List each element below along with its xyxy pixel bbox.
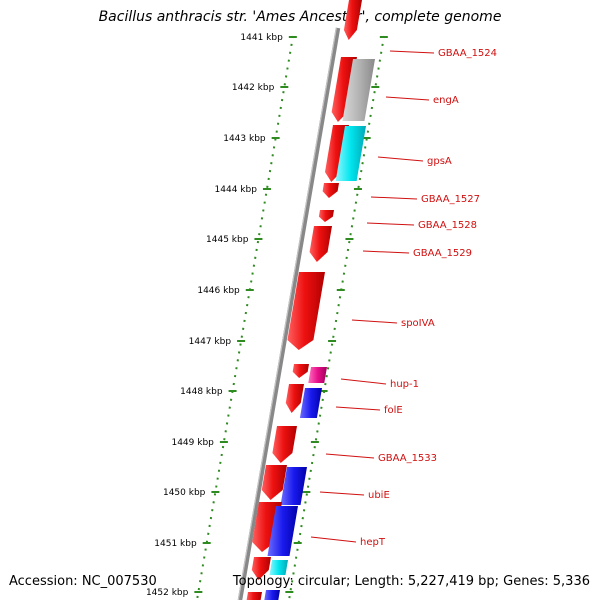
map-title: Bacillus anthracis str. 'Ames Ancestor',… <box>98 9 502 25</box>
ruler-kbp-label: 1449 kbp <box>171 438 214 448</box>
gene-label-leader <box>351 319 398 324</box>
gene-label-leader <box>310 536 357 543</box>
gene-feature <box>308 367 327 383</box>
gene-label: GBAA_1527 <box>421 194 480 205</box>
gene-feature <box>322 183 339 198</box>
gene-feature <box>292 364 309 378</box>
ruler-kbp-label: 1451 kbp <box>154 539 197 549</box>
gene-feature <box>246 592 262 600</box>
gene-label: GBAA_1533 <box>378 453 437 464</box>
gene-label-leader <box>325 453 375 459</box>
gene-feature <box>269 560 288 575</box>
gene-label: gpsA <box>427 156 452 167</box>
gene-feature <box>342 59 375 121</box>
gene-label-leader <box>319 491 365 496</box>
genome-backbone <box>237 27 341 600</box>
gene-feature <box>299 388 322 418</box>
gene-feature <box>335 126 366 181</box>
gene-feature <box>318 210 334 222</box>
accession-text: Accession: NC_007530 <box>9 574 157 589</box>
gene-label: spoIVA <box>401 318 435 329</box>
gene-label: engA <box>433 95 459 106</box>
gene-label-leader <box>362 250 410 254</box>
ruler-kbp-label: 1443 kbp <box>223 134 266 144</box>
ruler-kbp-label: 1452 kbp <box>146 588 189 598</box>
gene-label-leader <box>377 156 424 162</box>
ruler-kbp-label: 1445 kbp <box>206 235 249 245</box>
ruler-kbp-label: 1442 kbp <box>232 83 275 93</box>
gene-label-leader <box>340 378 387 385</box>
ruler-kbp-label: 1450 kbp <box>163 488 206 498</box>
gene-feature <box>251 557 271 580</box>
gene-label: hepT <box>360 537 386 548</box>
gene-feature <box>261 465 287 500</box>
ruler-kbp-label: 1447 kbp <box>189 337 232 347</box>
gene-feature <box>272 426 297 463</box>
genome-backbone-highlight <box>237 27 337 600</box>
gene-label: folE <box>384 405 403 416</box>
gene-feature <box>280 467 307 505</box>
topology-text: Topology: circular; Length: 5,227,419 bp… <box>232 574 590 589</box>
gene-feature <box>343 0 362 40</box>
gene-label: hup-1 <box>390 379 419 390</box>
ruler-kbp-label: 1441 kbp <box>240 33 283 43</box>
gene-label: GBAA_1528 <box>418 220 477 231</box>
gene-feature <box>285 384 304 413</box>
gene-label: GBAA_1529 <box>413 248 472 259</box>
gene-feature <box>267 506 298 556</box>
gene-label: GBAA_1524 <box>438 48 497 59</box>
gene-label-leader <box>366 222 415 226</box>
gene-feature <box>264 590 280 600</box>
gene-feature <box>287 272 325 350</box>
gene-label: ubiE <box>368 490 390 501</box>
gene-label-leader <box>335 406 381 411</box>
gene-label-leader <box>389 50 435 54</box>
ruler-kbp-label: 1448 kbp <box>180 387 223 397</box>
gene-label-leader <box>385 96 430 101</box>
ruler-kbp-label: 1446 kbp <box>197 286 240 296</box>
ruler-kbp-label: 1444 kbp <box>215 185 258 195</box>
gene-label-leader <box>370 196 418 200</box>
gene-feature <box>309 226 332 262</box>
